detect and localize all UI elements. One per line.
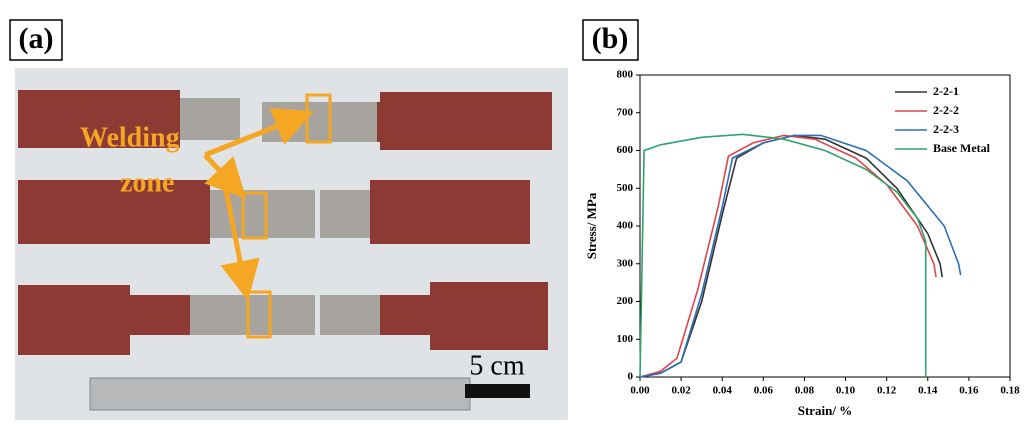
legend-label: 2-2-3	[933, 122, 959, 136]
panel-label: (a)	[19, 22, 54, 55]
legend-label: 2-2-1	[933, 84, 959, 98]
x-tick-label: 0.08	[795, 385, 815, 397]
x-tick-label: 0.06	[754, 385, 774, 397]
plot-frame	[640, 75, 1010, 377]
scale-bar-label: 5 cm	[469, 350, 524, 381]
panel-label: (b)	[592, 22, 629, 55]
x-tick-label: 0.16	[959, 385, 979, 397]
legend-label: 2-2-2	[933, 103, 959, 117]
y-tick-label: 400	[617, 220, 634, 232]
y-tick-label: 800	[617, 69, 634, 81]
x-axis-label: Strain/ %	[798, 403, 853, 418]
series-line	[640, 135, 936, 377]
legend-label: Base Metal	[933, 141, 991, 155]
x-tick-label: 0.12	[877, 385, 897, 397]
annotation: Welding	[80, 122, 180, 153]
y-tick-label: 100	[617, 333, 634, 345]
y-axis-label: Stress/ MPa	[584, 192, 599, 259]
y-tick-label: 600	[617, 144, 634, 156]
y-tick-label: 700	[617, 106, 634, 118]
series-line	[640, 135, 942, 377]
x-tick-label: 0.18	[1000, 385, 1020, 397]
figure: Welding zone 5 cm (a) (b) Strain/ % Stre…	[0, 0, 1032, 424]
y-tick-label: 500	[617, 182, 634, 194]
y-tick-label: 200	[617, 295, 634, 307]
x-tick-label: 0.14	[918, 385, 938, 397]
annotation: zone	[120, 167, 174, 198]
y-tick-label: 300	[617, 257, 634, 269]
x-tick-label: 0.02	[671, 385, 691, 397]
x-tick-label: 0.04	[713, 385, 733, 397]
y-tick-label: 0	[628, 371, 634, 383]
series-line	[640, 135, 961, 377]
x-tick-label: 0.10	[836, 385, 856, 397]
x-tick-label: 0.00	[630, 385, 650, 397]
